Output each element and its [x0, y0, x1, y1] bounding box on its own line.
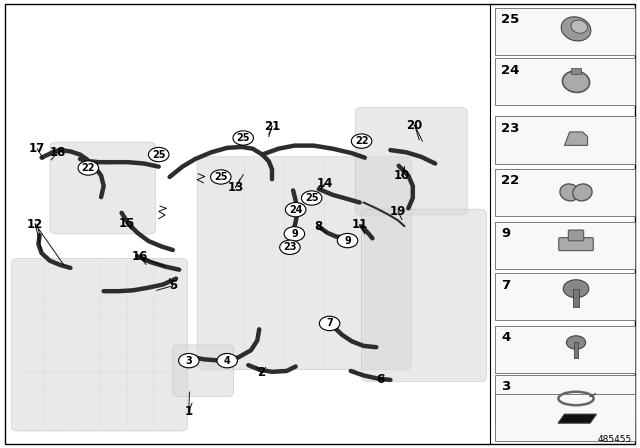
Text: 8: 8 [315, 220, 323, 233]
Text: 7: 7 [501, 279, 510, 292]
Circle shape [319, 316, 340, 331]
FancyBboxPatch shape [495, 394, 635, 441]
Ellipse shape [560, 184, 579, 201]
Circle shape [284, 227, 305, 241]
Circle shape [563, 280, 589, 298]
Text: 7: 7 [326, 319, 333, 328]
FancyBboxPatch shape [50, 142, 156, 234]
FancyBboxPatch shape [568, 230, 584, 241]
Circle shape [351, 134, 372, 148]
Text: 25: 25 [305, 193, 319, 203]
Text: 11: 11 [351, 218, 368, 232]
Text: 22: 22 [355, 136, 369, 146]
Text: 14: 14 [317, 177, 333, 190]
FancyBboxPatch shape [574, 342, 578, 358]
Text: 22: 22 [81, 163, 95, 173]
FancyBboxPatch shape [573, 289, 579, 307]
Circle shape [337, 233, 358, 248]
Text: 18: 18 [49, 146, 66, 159]
Text: 25: 25 [214, 172, 228, 182]
FancyBboxPatch shape [495, 273, 635, 320]
Circle shape [179, 353, 199, 368]
FancyBboxPatch shape [571, 69, 581, 73]
Text: 1: 1 [185, 405, 193, 418]
FancyBboxPatch shape [495, 326, 635, 373]
Text: 25: 25 [501, 13, 520, 26]
Circle shape [211, 170, 231, 184]
Text: 24: 24 [501, 64, 520, 77]
FancyBboxPatch shape [495, 222, 635, 269]
Ellipse shape [573, 184, 592, 201]
FancyBboxPatch shape [559, 237, 593, 251]
Text: 16: 16 [131, 250, 148, 263]
Circle shape [233, 131, 253, 145]
FancyBboxPatch shape [495, 169, 635, 216]
Ellipse shape [561, 17, 591, 41]
Text: 485455: 485455 [597, 435, 632, 444]
Text: 23: 23 [283, 242, 297, 252]
Text: 9: 9 [291, 229, 298, 239]
Circle shape [301, 191, 322, 205]
FancyBboxPatch shape [197, 157, 412, 370]
Text: 3: 3 [186, 356, 192, 366]
Text: 4: 4 [224, 356, 230, 366]
FancyBboxPatch shape [495, 375, 635, 422]
Circle shape [285, 202, 306, 217]
Polygon shape [558, 414, 596, 423]
Text: 10: 10 [394, 169, 410, 182]
FancyBboxPatch shape [173, 345, 234, 396]
Text: 21: 21 [264, 120, 280, 133]
Circle shape [566, 336, 586, 349]
FancyBboxPatch shape [355, 108, 467, 215]
Text: 24: 24 [289, 205, 303, 215]
Text: 13: 13 [227, 181, 244, 194]
Text: 3: 3 [501, 380, 510, 393]
Text: 9: 9 [501, 227, 510, 240]
Text: 25: 25 [152, 150, 166, 159]
FancyBboxPatch shape [495, 8, 635, 55]
Text: 17: 17 [29, 142, 45, 155]
Text: 15: 15 [118, 216, 135, 230]
Text: 12: 12 [27, 217, 44, 231]
Circle shape [280, 240, 300, 254]
FancyBboxPatch shape [362, 209, 486, 382]
Text: 2: 2 [257, 366, 265, 379]
Text: 22: 22 [501, 174, 520, 187]
FancyBboxPatch shape [495, 58, 635, 105]
Circle shape [78, 161, 99, 175]
Text: 6: 6 [377, 373, 385, 387]
Text: 20: 20 [406, 119, 423, 132]
Text: 25: 25 [236, 133, 250, 143]
Polygon shape [564, 132, 588, 145]
Text: 19: 19 [390, 205, 406, 218]
Ellipse shape [563, 71, 589, 92]
Circle shape [148, 147, 169, 162]
Circle shape [217, 353, 237, 368]
Text: 9: 9 [344, 236, 351, 246]
FancyBboxPatch shape [495, 116, 635, 164]
Ellipse shape [571, 20, 588, 33]
Text: 23: 23 [501, 122, 520, 135]
Text: 4: 4 [501, 331, 510, 344]
Text: 5: 5 [169, 279, 177, 293]
FancyBboxPatch shape [12, 258, 188, 431]
